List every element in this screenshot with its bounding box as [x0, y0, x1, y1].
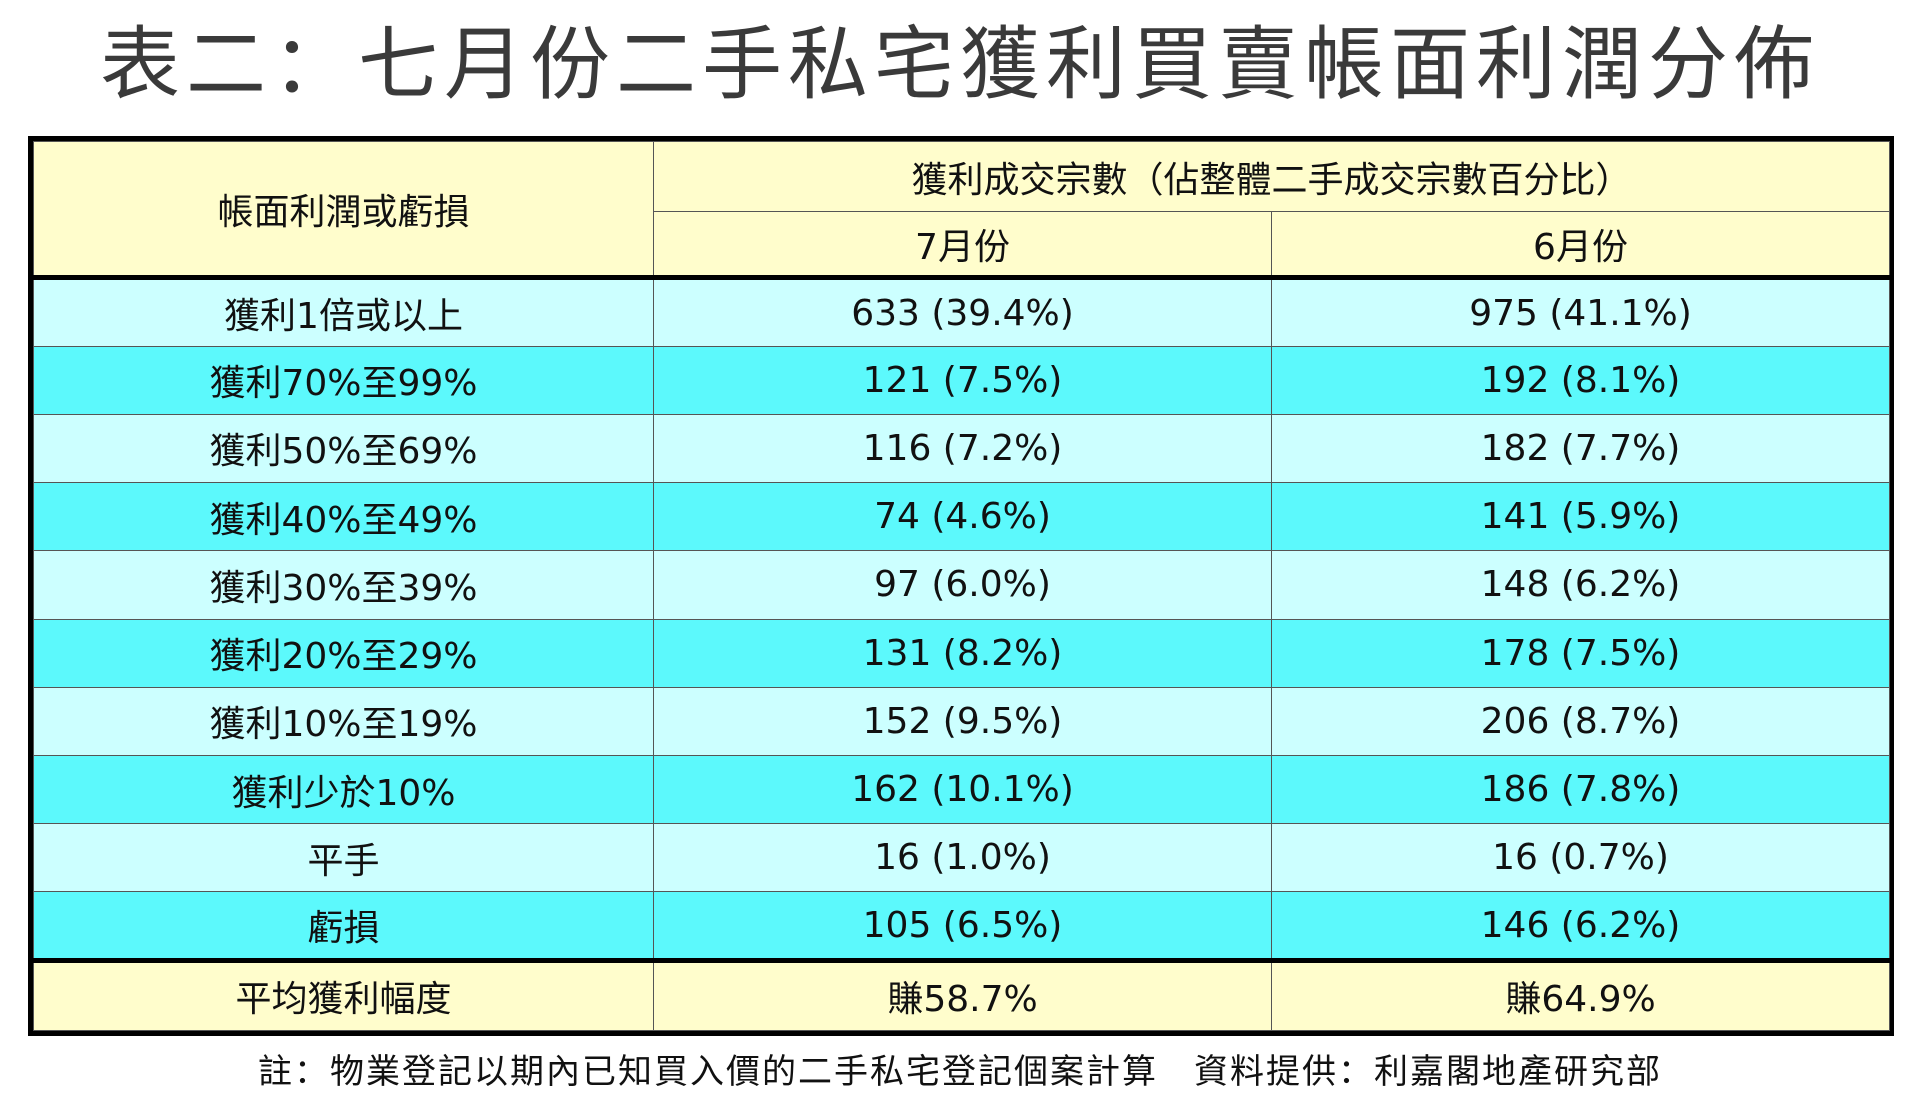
- summary-value-jul: 賺58.7%: [653, 959, 1272, 1032]
- value-cell-jun: 146 (6.2%): [1270, 891, 1891, 963]
- value-cell-jun: 16 (0.7%): [1270, 823, 1891, 893]
- value-cell-jun: 141 (5.9%): [1270, 482, 1891, 552]
- value-cell-jun: 192 (8.1%): [1270, 345, 1891, 415]
- row-label: 獲利30%至39%: [33, 550, 654, 620]
- summary-row: 平均獲利幅度 賺58.7% 賺64.9%: [33, 959, 1891, 1032]
- table-row: 平手 16 (1.0%) 16 (0.7%): [33, 823, 1891, 893]
- row-label: 獲利少於10%: [33, 754, 654, 825]
- column-header-jul: 7月份: [653, 211, 1272, 281]
- table-row: 獲利30%至39% 97 (6.0%) 148 (6.2%): [33, 550, 1891, 620]
- value-cell-jun: 178 (7.5%): [1270, 618, 1891, 688]
- profit-distribution-table: 帳面利潤或虧損 獲利成交宗數（佔整體二手成交宗數百分比） 7月份 6月份 獲利1…: [28, 136, 1894, 1036]
- value-cell-jul: 152 (9.5%): [653, 686, 1272, 756]
- table-row: 獲利50%至69% 116 (7.2%) 182 (7.7%): [33, 413, 1891, 484]
- value-cell-jun: 182 (7.7%): [1270, 413, 1891, 484]
- value-cell-jul: 633 (39.4%): [653, 277, 1272, 347]
- table-row: 獲利70%至99% 121 (7.5%) 192 (8.1%): [33, 345, 1891, 415]
- row-label: 獲利70%至99%: [33, 345, 654, 415]
- value-cell-jul: 74 (4.6%): [653, 482, 1272, 552]
- value-cell-jul: 97 (6.0%): [653, 550, 1272, 620]
- column-header-jun: 6月份: [1270, 211, 1891, 281]
- table-row: 獲利10%至19% 152 (9.5%) 206 (8.7%): [33, 686, 1891, 756]
- value-cell-jun: 206 (8.7%): [1270, 686, 1891, 756]
- row-label: 獲利20%至29%: [33, 618, 654, 688]
- row-label: 平手: [33, 823, 654, 893]
- value-cell-jul: 162 (10.1%): [653, 754, 1272, 825]
- table-row: 獲利1倍或以上 633 (39.4%) 975 (41.1%): [33, 277, 1891, 347]
- value-cell-jul: 105 (6.5%): [653, 891, 1272, 963]
- value-cell-jun: 186 (7.8%): [1270, 754, 1891, 825]
- summary-label: 平均獲利幅度: [33, 959, 654, 1032]
- group-header-cell: 獲利成交宗數（佔整體二手成交宗數百分比）: [652, 140, 1891, 213]
- row-label: 獲利50%至69%: [33, 413, 654, 484]
- value-cell-jul: 121 (7.5%): [653, 345, 1272, 415]
- value-cell-jun: 975 (41.1%): [1270, 277, 1891, 347]
- value-cell-jul: 16 (1.0%): [653, 823, 1272, 893]
- row-label: 獲利10%至19%: [33, 686, 654, 756]
- row-label: 虧損: [33, 891, 654, 963]
- value-cell-jun: 148 (6.2%): [1270, 550, 1891, 620]
- footnote: 註：物業登記以期內已知買入價的二手私宅登記個案計算 資料提供：利嘉閣地產研究部: [258, 1052, 1662, 1092]
- summary-value-jun: 賺64.9%: [1270, 959, 1891, 1032]
- value-cell-jul: 131 (8.2%): [653, 618, 1272, 688]
- row-label: 獲利40%至49%: [33, 482, 654, 552]
- table-row: 獲利20%至29% 131 (8.2%) 178 (7.5%): [33, 618, 1891, 688]
- table-row: 獲利少於10% 162 (10.1%) 186 (7.8%): [33, 754, 1891, 825]
- table-row: 獲利40%至49% 74 (4.6%) 141 (5.9%): [33, 482, 1891, 552]
- value-cell-jul: 116 (7.2%): [653, 413, 1272, 484]
- row-label: 獲利1倍或以上: [33, 277, 654, 347]
- row-header-cell: 帳面利潤或虧損: [33, 140, 654, 281]
- chart-title: 表二：七月份二手私宅獲利買賣帳面利潤分佈: [100, 18, 1820, 111]
- table-row: 虧損 105 (6.5%) 146 (6.2%): [33, 891, 1891, 963]
